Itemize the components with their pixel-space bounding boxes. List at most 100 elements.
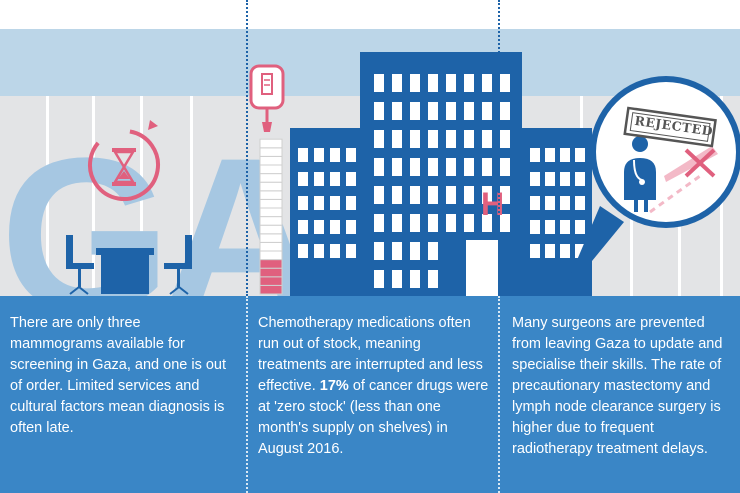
- wall-panel-gap: [190, 96, 193, 296]
- building-window: [410, 270, 420, 288]
- building-window: [392, 242, 402, 260]
- building-window: [575, 244, 585, 258]
- building-window: [392, 214, 402, 232]
- zero-stock-percentage: 17%: [319, 378, 349, 394]
- building-window: [482, 130, 492, 148]
- building-window: [545, 196, 555, 210]
- gauge-segment: [259, 224, 283, 235]
- gauge-segment: [259, 284, 283, 295]
- building-window: [330, 196, 340, 210]
- building-window: [374, 186, 384, 204]
- building-window: [464, 102, 474, 120]
- building-window: [428, 186, 438, 204]
- building-window: [530, 172, 540, 186]
- building-window: [482, 102, 492, 120]
- building-window: [500, 186, 510, 204]
- building-window: [374, 130, 384, 148]
- building-window: [428, 242, 438, 260]
- building-window: [560, 196, 570, 210]
- building-window: [482, 158, 492, 176]
- building-window: [410, 186, 420, 204]
- hospital-building-tower: [360, 52, 522, 296]
- building-window: [446, 130, 456, 148]
- building-window: [374, 242, 384, 260]
- building-window: [298, 196, 308, 210]
- building-window: [346, 172, 356, 186]
- caption-chemotherapy-part2: of cancer drugs were at 'zero stock' (le…: [258, 378, 489, 457]
- desk-icon: [96, 248, 154, 294]
- building-window: [346, 244, 356, 258]
- iv-drip-bag-icon: [249, 64, 285, 132]
- building-window: [298, 148, 308, 162]
- building-window: [374, 102, 384, 120]
- rejected-stamp: [623, 106, 717, 148]
- building-window: [314, 172, 324, 186]
- building-window: [500, 158, 510, 176]
- building-window: [314, 196, 324, 210]
- gauge-segment: [259, 164, 283, 175]
- building-window: [446, 158, 456, 176]
- wall-panel-gap: [46, 96, 49, 296]
- hourglass-cycle-icon: [88, 120, 160, 201]
- building-window: [374, 270, 384, 288]
- building-window: [330, 220, 340, 234]
- building-window: [545, 220, 555, 234]
- caption-surgeons: Many surgeons are prevented from leaving…: [512, 315, 723, 457]
- building-window: [446, 214, 456, 232]
- building-window: [428, 158, 438, 176]
- building-window: [464, 186, 474, 204]
- gauge-segment: [259, 276, 283, 286]
- building-window: [560, 148, 570, 162]
- building-window: [374, 158, 384, 176]
- building-window: [330, 148, 340, 162]
- building-window: [446, 74, 456, 92]
- caption-band: [0, 296, 740, 493]
- building-window: [410, 214, 420, 232]
- building-window: [575, 220, 585, 234]
- building-window: [330, 244, 340, 258]
- hospital-building-left: [290, 128, 362, 296]
- gauge-segment: [259, 259, 283, 269]
- gauge-segment: [259, 190, 283, 200]
- building-window: [392, 186, 402, 204]
- gauge-segment: [259, 138, 283, 149]
- building-window: [392, 158, 402, 176]
- building-window: [545, 148, 555, 162]
- building-window: [575, 196, 585, 210]
- building-window: [392, 74, 402, 92]
- building-window: [500, 102, 510, 120]
- gauge-segment: [259, 267, 283, 278]
- building-window: [428, 214, 438, 232]
- building-window: [410, 158, 420, 176]
- building-window: [428, 102, 438, 120]
- building-window: [330, 172, 340, 186]
- chair-left-icon: [66, 235, 94, 295]
- building-window: [314, 220, 324, 234]
- building-window: [530, 196, 540, 210]
- building-window: [346, 220, 356, 234]
- chair-right-icon: [164, 235, 192, 295]
- building-window: [428, 130, 438, 148]
- gauge-segment: [259, 198, 283, 209]
- building-window: [482, 186, 492, 204]
- building-window: [314, 244, 324, 258]
- building-window: [298, 220, 308, 234]
- gauge-segment: [259, 147, 283, 157]
- building-window: [530, 220, 540, 234]
- gauge-segment: [259, 250, 283, 261]
- building-window: [560, 244, 570, 258]
- building-window: [500, 130, 510, 148]
- doctor-icon: [624, 136, 656, 212]
- building-window: [545, 244, 555, 258]
- building-window: [314, 148, 324, 162]
- building-window: [482, 74, 492, 92]
- gauge-segment: [259, 155, 283, 166]
- building-window: [464, 74, 474, 92]
- column-divider-1: [246, 0, 248, 296]
- column-divider-2-lower: [498, 296, 500, 493]
- building-window: [446, 186, 456, 204]
- building-window: [428, 74, 438, 92]
- building-window: [560, 172, 570, 186]
- building-window: [298, 172, 308, 186]
